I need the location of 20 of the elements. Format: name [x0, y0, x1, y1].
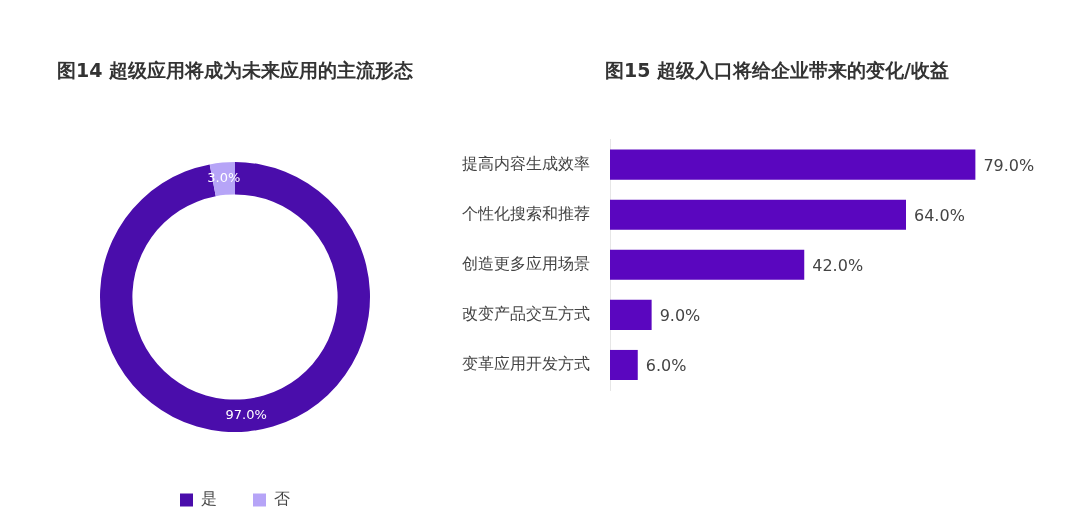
y-tick-label: 提高内容生成效率	[462, 153, 590, 173]
y-tick-label: 变革应用开发方式	[462, 354, 590, 374]
bar	[610, 149, 976, 180]
legend-label: 是	[201, 489, 217, 509]
bar	[610, 249, 805, 280]
data-label: 79.0%	[983, 155, 1035, 175]
chart-title: 图15 超级入口将给企业带来的变化/收益	[604, 58, 950, 83]
data-label: 97.0%	[225, 406, 267, 422]
data-label: 9.0%	[659, 306, 701, 326]
bar	[610, 299, 652, 330]
y-tick-label: 创造更多应用场景	[462, 253, 590, 273]
bar	[610, 199, 906, 230]
bar	[610, 349, 638, 380]
data-label: 64.0%	[914, 205, 965, 225]
legend-label: 否	[274, 489, 290, 509]
data-label: 42.0%	[812, 255, 864, 275]
y-tick-label: 改变产品交互方式	[462, 304, 590, 324]
y-tick-label: 个性化搜索和推荐	[462, 203, 590, 223]
data-label: 6.0%	[645, 356, 687, 376]
chart-title: 图14 超级应用将成为未来应用的主流形态	[55, 58, 415, 83]
